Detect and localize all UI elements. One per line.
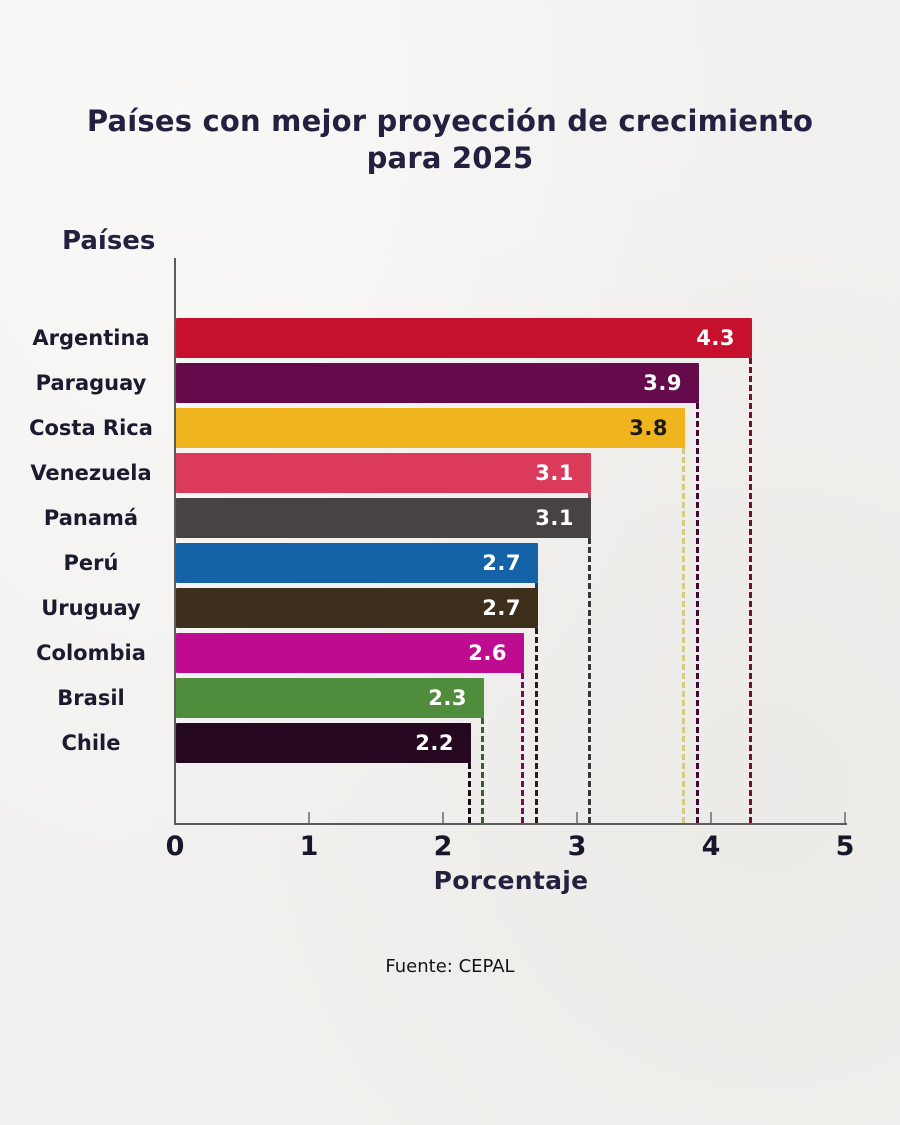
drop-line-panam [588,538,591,823]
value-label: 3.8 [629,416,668,440]
bar-brasil: 2.3 [176,678,484,718]
bar-uruguay: 2.7 [176,588,538,628]
x-tick-mark-4 [710,812,712,823]
category-label-colombia: Colombia [36,641,146,665]
value-label: 2.2 [415,731,454,755]
category-label-uruguay: Uruguay [41,596,141,620]
category-label-chile: Chile [61,731,121,755]
value-label: 2.6 [468,641,507,665]
drop-line-colombia [521,673,524,823]
category-label-argentina: Argentina [32,326,150,350]
bar-colombia: 2.6 [176,633,524,673]
x-tick-mark-2 [442,812,444,823]
bar-costarica: 3.8 [176,408,685,448]
chart-title: Países con mejor proyección de crecimien… [86,104,814,176]
category-label-panam: Panamá [43,506,139,530]
value-label: 3.1 [535,506,574,530]
source-note: Fuente: CEPAL [385,956,515,977]
drop-line-chile [468,763,471,823]
x-tick-mark-5 [844,812,846,823]
bar-panam: 3.1 [176,498,591,538]
y-axis-title: Países [62,226,156,256]
value-label: 4.3 [696,326,735,350]
x-tick-label-1: 1 [299,831,319,862]
drop-line-costarica [682,448,685,823]
bar-argentina: 4.3 [176,318,752,358]
value-label: 3.1 [535,461,574,485]
x-tick-label-0: 0 [165,831,185,862]
value-label: 2.7 [482,551,521,575]
bar-paraguay: 3.9 [176,363,699,403]
category-label-costarica: Costa Rica [29,416,153,440]
x-tick-mark-3 [576,812,578,823]
bar-per: 2.7 [176,543,538,583]
value-label: 2.3 [428,686,467,710]
x-tick-label-3: 3 [567,831,587,862]
y-axis-line [174,258,176,825]
drop-line-uruguay [535,628,538,823]
x-tick-label-4: 4 [701,831,721,862]
value-label: 2.7 [482,596,521,620]
category-label-per: Perú [63,551,119,575]
drop-line-brasil [481,718,484,823]
drop-line-paraguay [696,403,699,823]
x-axis-title: Porcentaje [433,866,589,895]
bar-venezuela: 3.1 [176,453,591,493]
category-label-venezuela: Venezuela [30,461,152,485]
value-label: 3.9 [643,371,682,395]
category-label-brasil: Brasil [57,686,125,710]
x-tick-label-5: 5 [835,831,855,862]
bar-chile: 2.2 [176,723,471,763]
x-tick-label-2: 2 [433,831,453,862]
x-tick-mark-1 [308,812,310,823]
x-axis-line [174,823,847,825]
drop-line-argentina [749,358,752,823]
category-label-paraguay: Paraguay [35,371,147,395]
